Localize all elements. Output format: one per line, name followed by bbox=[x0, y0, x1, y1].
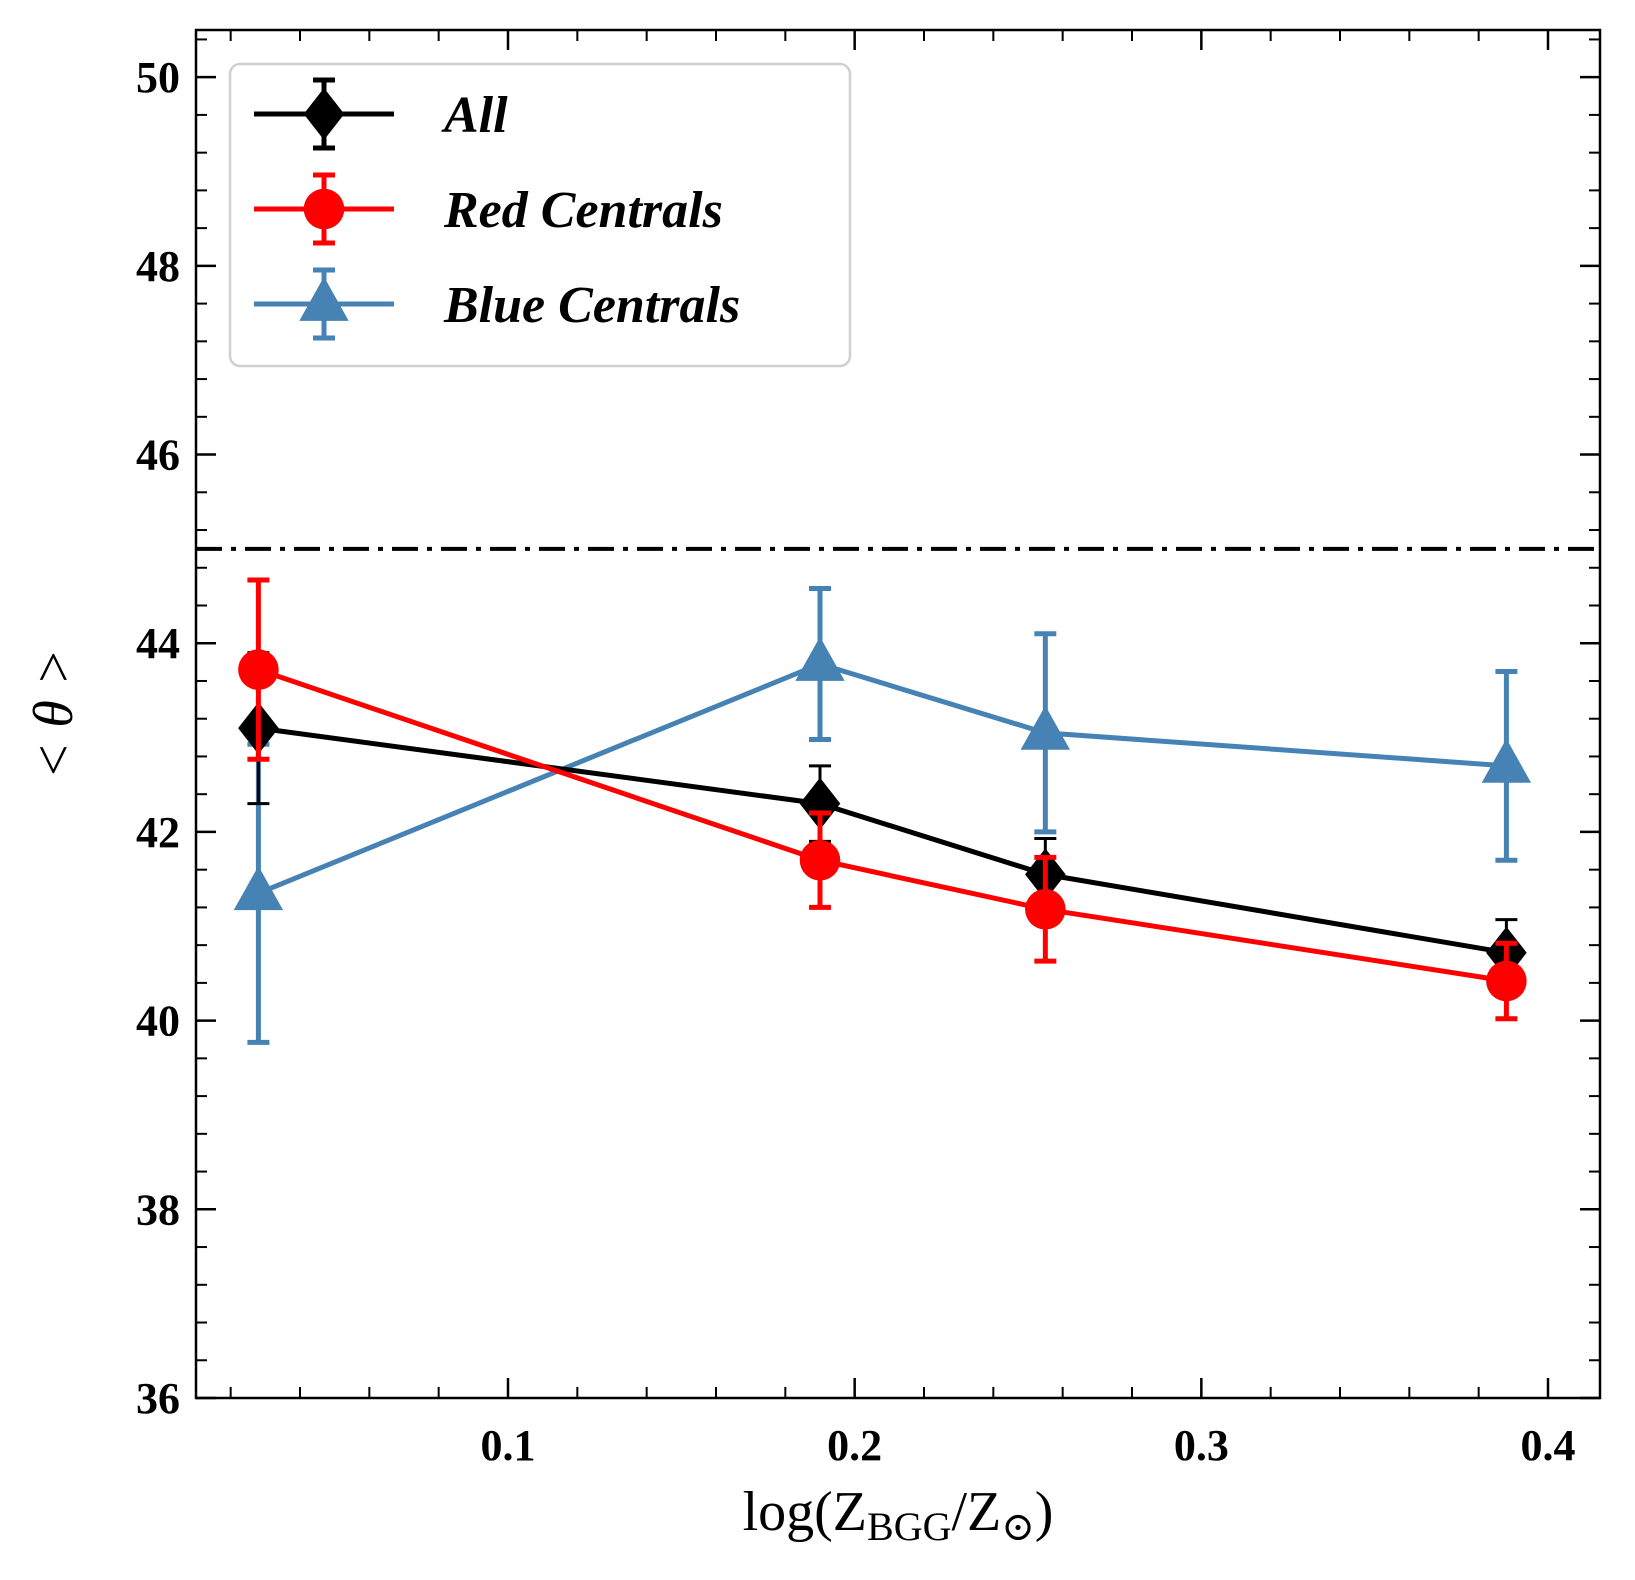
legend-marker bbox=[299, 276, 349, 321]
y-tick-label: 40 bbox=[136, 997, 180, 1046]
series-red-centrals bbox=[238, 577, 1527, 1022]
series-line bbox=[257, 661, 1507, 896]
legend-label: Blue Centrals bbox=[443, 277, 740, 334]
y-tick-label: 50 bbox=[136, 53, 180, 102]
series-blue-centrals bbox=[233, 586, 1532, 1045]
y-tick-label: 44 bbox=[136, 619, 180, 668]
x-tick-label: 0.3 bbox=[1174, 1421, 1229, 1470]
y-tick-label: 42 bbox=[136, 808, 180, 857]
data-point bbox=[795, 636, 845, 681]
y-tick-label: 46 bbox=[136, 431, 180, 480]
legend-label: All bbox=[441, 87, 508, 144]
series-line bbox=[257, 667, 1507, 984]
data-point bbox=[1481, 738, 1532, 783]
y-tick-label: 36 bbox=[136, 1374, 180, 1423]
legend: All Red Centrals Blue Centrals bbox=[228, 62, 852, 368]
data-point bbox=[233, 865, 284, 911]
legend-marker bbox=[303, 88, 345, 140]
legend-marker bbox=[303, 188, 345, 230]
plot-frame bbox=[194, 28, 1602, 1400]
y-tick-label: 38 bbox=[136, 1185, 180, 1234]
data-point bbox=[1486, 960, 1527, 1002]
y-tick-label: 48 bbox=[136, 242, 180, 291]
series-line bbox=[258, 725, 1507, 956]
x-tick-label: 0.1 bbox=[481, 1421, 536, 1470]
x-tick-label: 0.2 bbox=[827, 1421, 882, 1470]
legend-entry: Blue Centrals bbox=[254, 267, 740, 341]
series-layer bbox=[233, 577, 1532, 1045]
ticks-layer: 0.1 0.2 0.3 0.4 36 38 40 42 44 46 48 50 bbox=[136, 30, 1600, 1470]
legend-box bbox=[228, 62, 852, 368]
data-point bbox=[799, 777, 841, 830]
data-point bbox=[799, 839, 841, 881]
legend-entry: Red Centrals bbox=[254, 172, 723, 246]
data-point bbox=[1020, 705, 1071, 750]
legend-label: Red Centrals bbox=[443, 182, 723, 239]
legend-entry: All bbox=[254, 77, 508, 151]
data-point bbox=[238, 649, 279, 690]
data-point bbox=[1025, 889, 1066, 930]
x-axis-title: log(ZBGG/Z⊙) bbox=[743, 1481, 1054, 1549]
y-axis-title: < θ > bbox=[23, 648, 85, 779]
series-all bbox=[238, 651, 1527, 988]
x-tick-label: 0.4 bbox=[1521, 1421, 1576, 1470]
